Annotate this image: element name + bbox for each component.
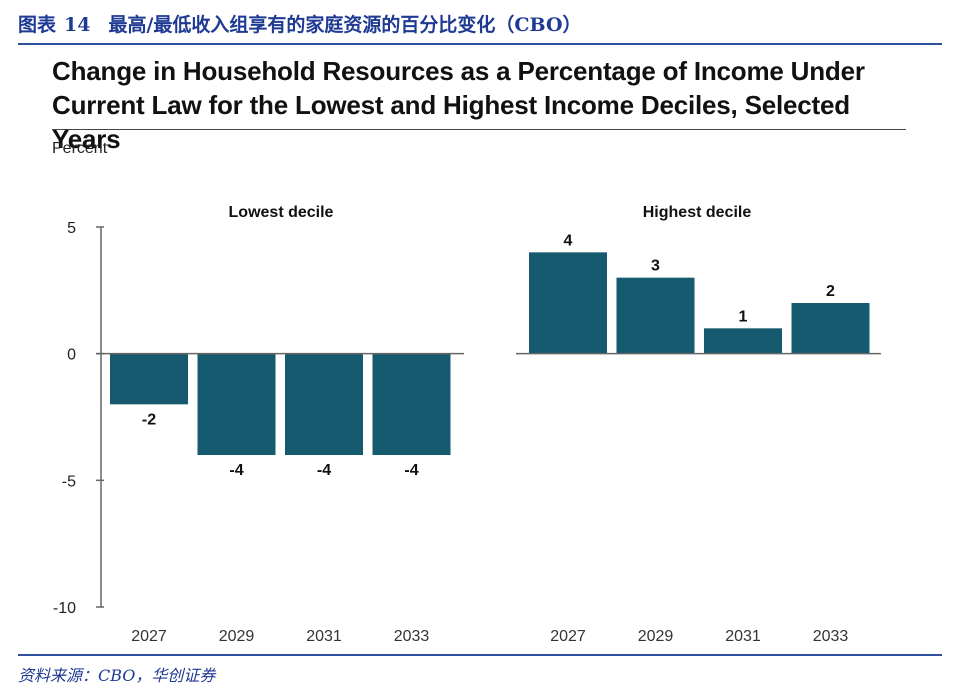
header-rule xyxy=(18,43,942,45)
data-label: -4 xyxy=(317,462,331,479)
figure-number: 14 xyxy=(64,14,91,36)
source-note: 资料来源：CBO，华创证券 xyxy=(18,666,216,685)
bar-highest-decile-2033 xyxy=(791,303,870,354)
x-tick-label: 2029 xyxy=(219,628,255,645)
chart-title-rule xyxy=(52,129,906,130)
data-label: 3 xyxy=(651,258,660,275)
bar-highest-decile-2029 xyxy=(616,277,695,354)
x-tick-label: 2033 xyxy=(394,628,430,645)
bar-highest-decile-2031 xyxy=(704,328,782,354)
figure-label: 图表 xyxy=(18,14,57,36)
x-tick-label: 2029 xyxy=(638,628,674,645)
x-tick-label: 2031 xyxy=(306,628,342,645)
data-label: -4 xyxy=(404,462,418,479)
bar-lowest-decile-2031 xyxy=(285,353,363,455)
y-axis-unit-label: Percent xyxy=(52,140,108,157)
panel-title-lowest-decile: Lowest decile xyxy=(229,204,334,221)
bar-highest-decile-2027 xyxy=(529,252,607,354)
figure-header-title: 最高/最低收入组享有的家庭资源的百分比变化（CBO） xyxy=(108,14,582,36)
x-tick-label: 2027 xyxy=(550,628,586,645)
y-tick-label: -10 xyxy=(53,600,76,617)
figure-header: 图表 14 最高/最低收入组享有的家庭资源的百分比变化（CBO） xyxy=(18,10,938,42)
data-label: 2 xyxy=(826,283,835,300)
data-label: 1 xyxy=(739,308,748,325)
bar-lowest-decile-2033 xyxy=(372,353,451,455)
footer-rule xyxy=(18,654,942,656)
y-tick-label: 5 xyxy=(67,220,76,237)
x-tick-label: 2031 xyxy=(725,628,761,645)
x-tick-label: 2027 xyxy=(131,628,167,645)
data-label: -2 xyxy=(142,411,156,428)
x-tick-label: 2033 xyxy=(813,628,849,645)
panel-title-highest-decile: Highest decile xyxy=(643,204,752,221)
data-label: 4 xyxy=(564,232,573,249)
bar-lowest-decile-2027 xyxy=(110,353,188,405)
y-tick-label: -5 xyxy=(62,473,76,490)
data-label: -4 xyxy=(229,462,243,479)
y-tick-label: 0 xyxy=(67,347,76,364)
bar-lowest-decile-2029 xyxy=(197,353,276,455)
